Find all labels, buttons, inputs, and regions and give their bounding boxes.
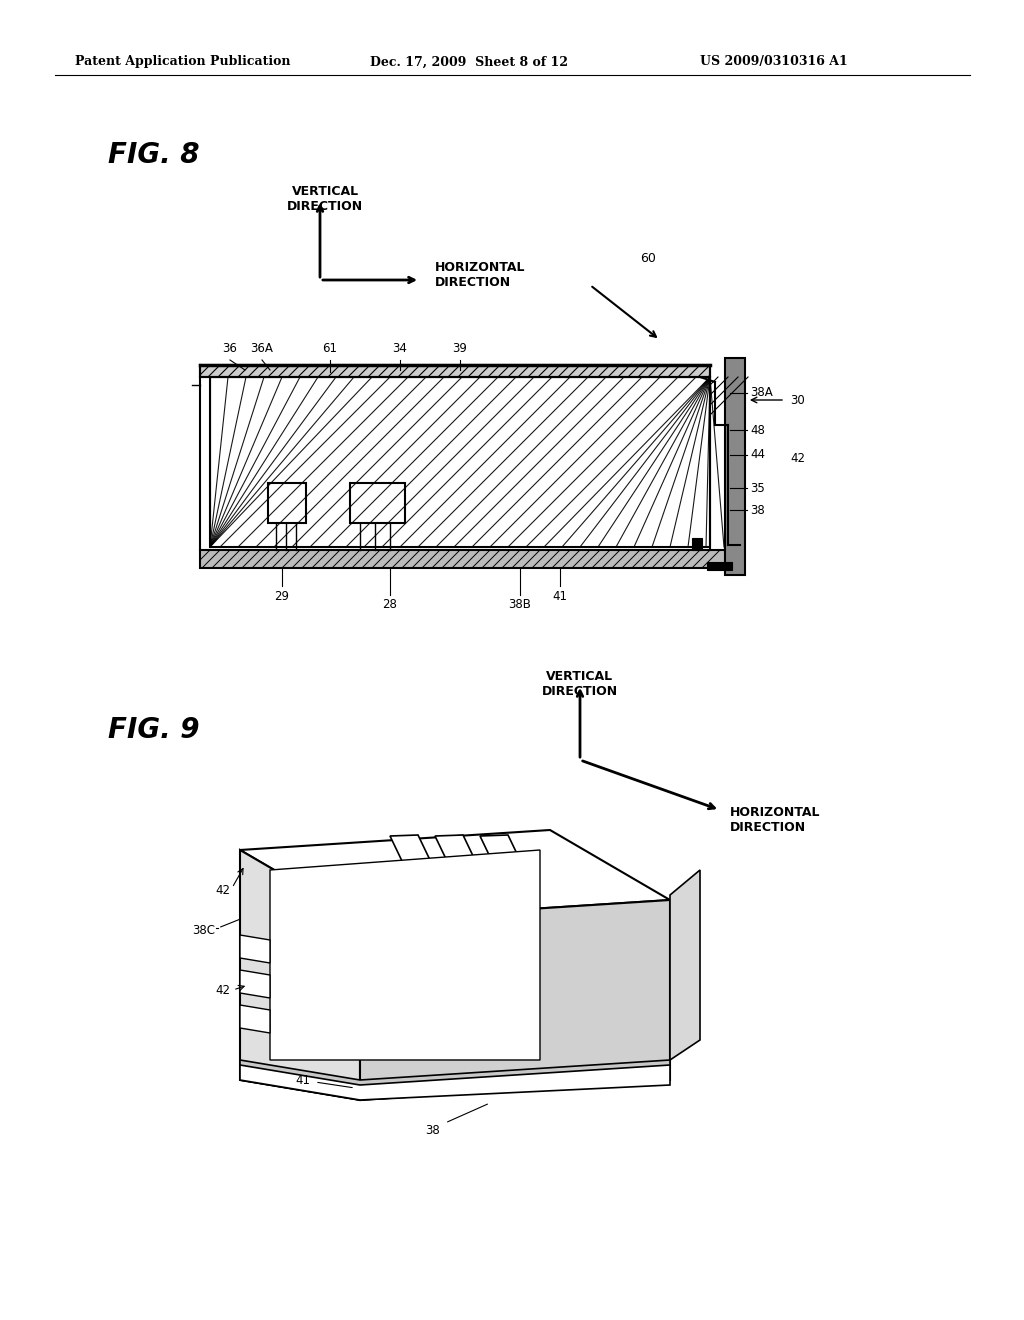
Text: FIG. 8: FIG. 8 — [108, 141, 200, 169]
Text: 28: 28 — [383, 598, 397, 611]
Polygon shape — [240, 850, 360, 1100]
Bar — [692, 539, 702, 550]
Text: 36A: 36A — [251, 342, 273, 355]
Text: 42: 42 — [790, 451, 805, 465]
Text: VERTICAL
DIRECTION: VERTICAL DIRECTION — [287, 185, 364, 213]
Polygon shape — [240, 1060, 670, 1100]
Polygon shape — [240, 1065, 670, 1100]
Polygon shape — [240, 935, 270, 964]
Text: HORIZONTAL
DIRECTION: HORIZONTAL DIRECTION — [435, 261, 525, 289]
Bar — [268, 483, 306, 523]
Bar — [707, 562, 732, 570]
Polygon shape — [360, 900, 670, 1100]
Polygon shape — [670, 870, 700, 1060]
Polygon shape — [210, 378, 710, 546]
Polygon shape — [480, 836, 520, 861]
Text: HORIZONTAL
DIRECTION: HORIZONTAL DIRECTION — [730, 807, 820, 834]
Text: 36: 36 — [222, 342, 238, 355]
Polygon shape — [240, 1005, 270, 1034]
Text: 29: 29 — [274, 590, 290, 602]
Polygon shape — [435, 836, 475, 861]
Text: 38A: 38A — [750, 387, 773, 400]
Text: 38: 38 — [750, 503, 765, 516]
Text: 44: 44 — [750, 449, 765, 462]
Text: 61: 61 — [323, 342, 338, 355]
Polygon shape — [200, 366, 710, 378]
Text: 48: 48 — [750, 424, 765, 437]
Polygon shape — [270, 850, 540, 1060]
Polygon shape — [240, 970, 270, 998]
Text: 42: 42 — [215, 983, 230, 997]
Text: 41: 41 — [295, 1073, 310, 1086]
Text: 34: 34 — [392, 342, 408, 355]
Text: US 2009/0310316 A1: US 2009/0310316 A1 — [700, 55, 848, 69]
Polygon shape — [725, 358, 745, 576]
Polygon shape — [390, 836, 430, 861]
Text: 38B: 38B — [509, 598, 531, 611]
Text: 42: 42 — [215, 883, 230, 896]
Bar — [350, 483, 406, 523]
Text: 41: 41 — [553, 590, 567, 602]
Text: Dec. 17, 2009  Sheet 8 of 12: Dec. 17, 2009 Sheet 8 of 12 — [370, 55, 568, 69]
Text: 60: 60 — [640, 252, 656, 264]
Polygon shape — [200, 550, 730, 568]
Text: FIG. 9: FIG. 9 — [108, 715, 200, 744]
Text: 39: 39 — [453, 342, 467, 355]
Text: VERTICAL
DIRECTION: VERTICAL DIRECTION — [542, 671, 618, 698]
Text: 30: 30 — [790, 393, 805, 407]
Text: 38: 38 — [425, 1123, 440, 1137]
Text: 35: 35 — [750, 482, 765, 495]
Polygon shape — [240, 830, 670, 920]
Text: 38C: 38C — [193, 924, 215, 936]
Text: Patent Application Publication: Patent Application Publication — [75, 55, 291, 69]
